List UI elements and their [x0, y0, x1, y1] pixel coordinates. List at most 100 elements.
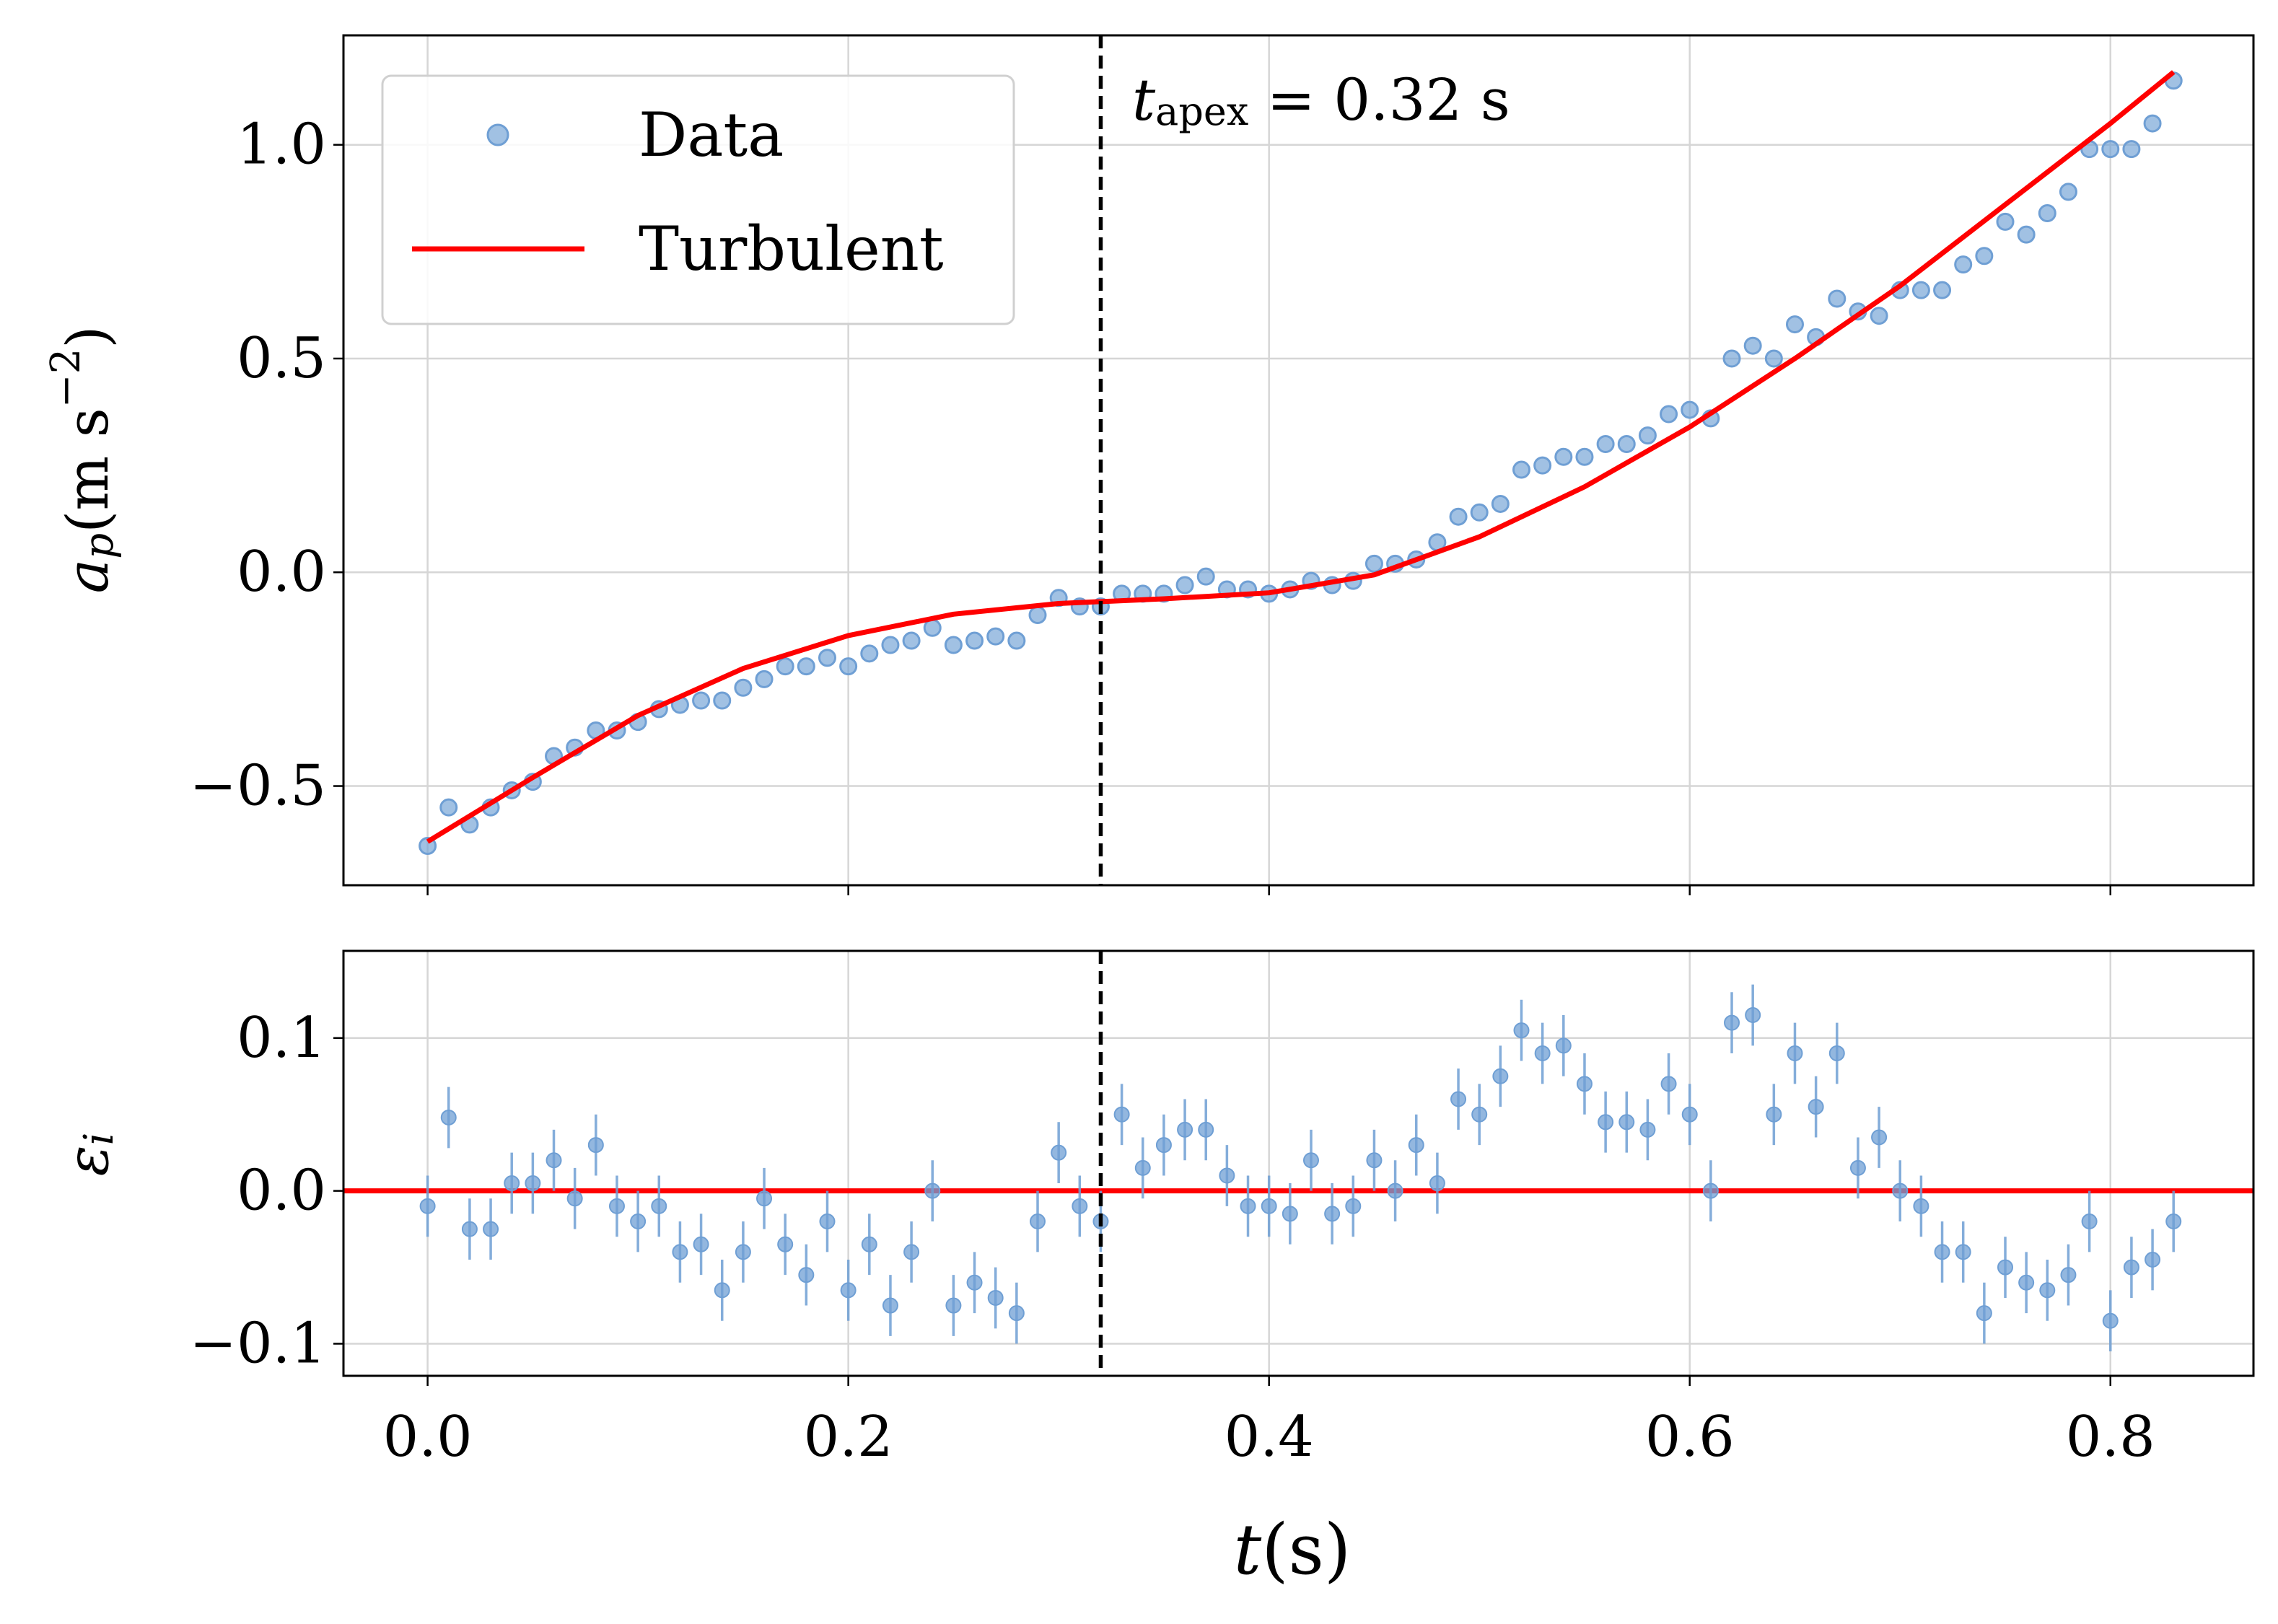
- data-point: [2123, 1259, 2139, 1276]
- data-point: [1724, 1014, 1740, 1031]
- data-point: [1598, 1114, 1614, 1131]
- label-part: t: [1234, 1509, 1262, 1590]
- label-part: apex: [1155, 89, 1248, 134]
- data-point: [882, 1297, 898, 1314]
- y-tick-label: −0.5: [190, 754, 326, 819]
- data-point: [1364, 554, 1383, 573]
- data-point: [1240, 1198, 1256, 1214]
- data-point: [924, 1182, 941, 1199]
- y-tick-label: 0.0: [237, 1159, 326, 1224]
- data-point: [861, 1236, 877, 1252]
- data-point: [1429, 1175, 1445, 1192]
- data-point: [483, 1221, 499, 1237]
- data-point: [1787, 1045, 1803, 1061]
- data-point: [1681, 400, 1699, 419]
- data-point: [1575, 447, 1594, 466]
- data-point: [1387, 1182, 1403, 1199]
- data-point: [714, 1282, 730, 1299]
- data-point: [1617, 434, 1636, 453]
- annotation: tapex = 0.32 s: [1132, 66, 1510, 134]
- data-point: [1976, 1305, 1992, 1322]
- x-tick-label: 0.4: [1225, 1405, 1314, 1470]
- data-point: [1870, 307, 1888, 325]
- legend-box: [381, 74, 1015, 325]
- data-point: [504, 1175, 520, 1192]
- data-point: [1954, 255, 1973, 274]
- data-point: [819, 1213, 836, 1230]
- data-point: [1198, 1121, 1214, 1138]
- data-point: [1408, 1137, 1424, 1154]
- data-point: [2039, 1282, 2056, 1299]
- axes-frame: [342, 949, 2255, 1377]
- data-point: [1743, 336, 1762, 355]
- label-part: p: [76, 533, 123, 559]
- data-point: [2060, 1267, 2077, 1283]
- data-point: [1660, 405, 1678, 423]
- data-point: [2143, 114, 2162, 133]
- data-point: [608, 1198, 625, 1214]
- data-point: [2059, 183, 2077, 201]
- data-point: [1513, 1022, 1530, 1039]
- data-point: [1828, 289, 1847, 308]
- data-point: [1302, 1152, 1319, 1169]
- data-point: [566, 1190, 583, 1207]
- data-point: [860, 644, 879, 663]
- data-point: [987, 1289, 1004, 1306]
- data-point: [1722, 349, 1741, 368]
- data-point: [2122, 140, 2141, 159]
- y-axis-label: εi: [54, 1133, 123, 1177]
- data-point: [818, 649, 836, 667]
- data-point: [923, 618, 942, 637]
- legend-label: Turbulent: [639, 214, 944, 284]
- data-point: [1470, 503, 1489, 522]
- data-point: [839, 657, 858, 676]
- data-point: [1745, 1006, 1761, 1023]
- data-point: [1660, 1076, 1677, 1092]
- data-point: [797, 657, 815, 676]
- data-point: [1492, 1068, 1509, 1084]
- label-part: = 0.32 s: [1248, 66, 1510, 133]
- data-point: [1028, 606, 1047, 625]
- data-point: [1554, 447, 1573, 466]
- data-point: [1764, 349, 1783, 368]
- data-point: [1196, 567, 1215, 586]
- label-part: −2: [43, 348, 89, 408]
- data-point: [587, 1137, 604, 1154]
- data-point: [1449, 507, 1468, 526]
- label-part: (s): [1261, 1509, 1351, 1590]
- data-point: [1366, 1152, 1383, 1169]
- data-point: [944, 636, 963, 654]
- data-point: [672, 1244, 688, 1260]
- data-point: [2102, 1312, 2119, 1329]
- data-point: [2165, 1213, 2182, 1230]
- data-point: [525, 1175, 541, 1192]
- data-point: [1596, 434, 1615, 453]
- data-point: [630, 1213, 647, 1230]
- plot-area: [343, 951, 2253, 1376]
- data-point: [546, 1152, 562, 1169]
- data-point: [1996, 212, 2015, 231]
- data-point: [713, 691, 732, 710]
- data-point: [1471, 1106, 1488, 1123]
- data-point: [1282, 1206, 1298, 1222]
- data-point: [419, 1198, 436, 1214]
- data-point: [966, 1274, 983, 1291]
- data-point: [1934, 1244, 1950, 1260]
- data-point: [1008, 1305, 1025, 1322]
- label-part: ): [54, 326, 121, 348]
- data-point: [1849, 1159, 1866, 1176]
- y-axis-label: ap(m s−2): [43, 326, 123, 594]
- data-point: [1450, 1091, 1467, 1107]
- y-tick-label: −0.1: [190, 1312, 326, 1377]
- data-point: [1871, 1129, 1888, 1146]
- data-point: [1030, 1213, 1046, 1230]
- data-point: [1681, 1106, 1698, 1123]
- data-point: [734, 678, 753, 697]
- data-point: [1638, 426, 1657, 445]
- data-point: [1702, 1182, 1719, 1199]
- data-point: [1828, 1045, 1845, 1061]
- data-point: [756, 1190, 773, 1207]
- data-point: [1219, 1167, 1235, 1184]
- axes-frame: [342, 34, 2255, 887]
- label-part: ε: [54, 1145, 121, 1176]
